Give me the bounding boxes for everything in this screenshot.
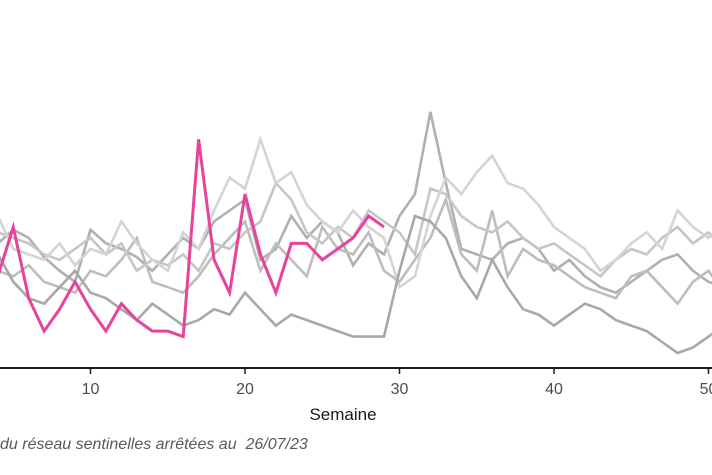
x-tick-label-50: 50 (700, 381, 712, 398)
x-tick-label-10: 10 (82, 381, 100, 398)
series-line-current-year (0, 139, 385, 339)
x-tick-label-30: 30 (391, 381, 409, 398)
source-caption: du réseau sentinelles arrêtées au 26/07/… (0, 436, 308, 453)
series-line-past-year-1 (0, 111, 712, 295)
x-axis-ticks: 10 20 30 40 50 (82, 368, 712, 398)
series-line-past-year-5 (0, 214, 712, 355)
series-line-past-year-4 (0, 135, 712, 290)
x-tick-label-20: 20 (236, 381, 254, 398)
series-layer (0, 111, 712, 355)
x-axis-title: Semaine (309, 405, 376, 424)
x-tick-label-40: 40 (545, 381, 563, 398)
series-line-past-year-3 (0, 180, 712, 279)
